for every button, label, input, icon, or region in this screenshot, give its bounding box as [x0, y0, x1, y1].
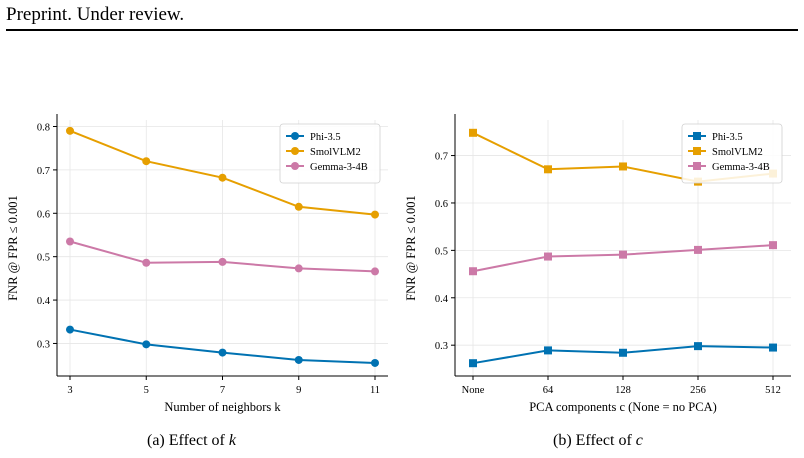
page-header: Preprint. Under review.	[6, 4, 185, 25]
legend-label: Gemma-3-4B	[310, 162, 368, 173]
legend-label: SmolVLM2	[310, 147, 361, 158]
y-tick-label: 0.8	[37, 123, 50, 134]
x-tick-label: 9	[296, 385, 301, 396]
data-point	[142, 157, 151, 166]
x-tick-label: 5	[144, 385, 149, 396]
data-point	[544, 346, 552, 355]
x-tick-label: 64	[543, 385, 554, 396]
legend-label: SmolVLM2	[712, 147, 763, 158]
y-tick-label: 0.5	[37, 253, 50, 264]
y-axis-label: FNR @ FPR ≤ 0.001	[404, 195, 418, 301]
legend-label: Phi-3.5	[712, 132, 743, 143]
x-tick-label: 512	[765, 385, 781, 396]
data-point	[469, 359, 477, 368]
data-point	[142, 340, 151, 349]
y-tick-label: 0.3	[37, 339, 50, 350]
y-tick-label: 0.5	[435, 246, 448, 257]
x-tick-label: 11	[370, 385, 380, 396]
data-point	[544, 252, 552, 261]
data-point	[371, 267, 379, 276]
data-point	[294, 355, 303, 364]
data-point	[619, 348, 627, 357]
legend-box	[681, 123, 783, 184]
data-point	[694, 342, 702, 351]
x-tick-label: 256	[690, 385, 706, 396]
data-point	[66, 325, 74, 334]
data-point	[218, 348, 227, 357]
legend-swatch-marker	[693, 147, 701, 155]
data-point	[619, 250, 627, 259]
x-axis-label: PCA components c (None = no PCA)	[529, 400, 717, 414]
chart-effect-of-c: 0.3 0.4 0.5 0.6 0.7 None 64 128 256 512 PCA compon…	[404, 114, 791, 414]
legend-label: Phi-3.5	[310, 132, 341, 143]
data-point	[66, 126, 74, 135]
legend-box	[279, 123, 381, 184]
y-tick-label: 0.4	[37, 296, 51, 307]
caption-a: (a) Effect of k	[147, 432, 236, 449]
data-point	[294, 264, 303, 273]
x-tick-label: 128	[615, 385, 631, 396]
header-rule	[6, 29, 798, 31]
y-tick-label: 0.6	[435, 199, 448, 210]
data-point	[769, 343, 777, 352]
x-tick-label: 7	[220, 385, 225, 396]
y-tick-label: 0.4	[435, 294, 449, 305]
caption-b: (b) Effect of c	[553, 432, 643, 449]
data-point	[218, 257, 227, 266]
data-point	[769, 241, 777, 250]
y-tick-label: 0.6	[37, 209, 50, 220]
data-point	[694, 245, 702, 254]
x-tick-label: None	[462, 385, 485, 396]
y-tick-label: 0.3	[435, 341, 448, 352]
data-point	[371, 210, 379, 219]
y-tick-label: 0.7	[37, 166, 50, 177]
data-point	[469, 128, 477, 137]
y-axis-label: FNR @ FPR ≤ 0.001	[6, 195, 20, 301]
data-point	[142, 258, 151, 267]
data-point	[66, 237, 74, 246]
data-point	[218, 173, 227, 182]
legend-swatch-marker	[693, 132, 701, 140]
x-axis-label: Number of neighbors k	[164, 400, 281, 414]
legend-label: Gemma-3-4B	[712, 162, 770, 173]
data-point	[619, 162, 627, 171]
legend-swatch-marker	[291, 162, 299, 170]
data-point	[371, 358, 379, 367]
legend-swatch-marker	[693, 162, 701, 170]
data-point	[544, 165, 552, 174]
data-point	[294, 202, 303, 211]
legend-swatch-marker	[291, 132, 299, 140]
legend-swatch-marker	[291, 147, 299, 155]
x-tick-label: 3	[67, 385, 72, 396]
y-tick-label: 0.7	[435, 152, 448, 163]
data-point	[469, 267, 477, 276]
chart-effect-of-k: 0.3 0.4 0.5 0.6 0.7 0.8 3 5 7 9 11 Number of neighb…	[6, 114, 388, 414]
